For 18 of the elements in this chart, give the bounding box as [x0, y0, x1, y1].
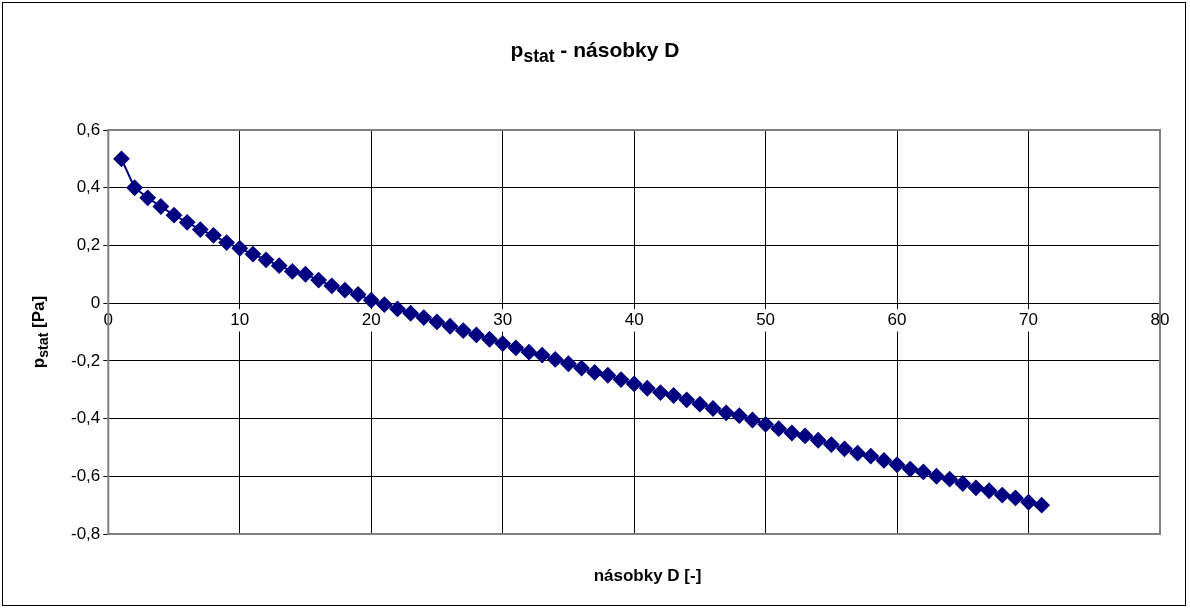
x-tick-label: 60	[887, 310, 907, 330]
x-tick-label: 50	[756, 310, 776, 330]
x-axis-title: násobky D [-]	[592, 566, 703, 586]
x-tick-label: 40	[624, 310, 644, 330]
y-tick-label: -0,8	[71, 523, 101, 543]
y-tick-label: 0,6	[76, 119, 101, 139]
x-tick-label: 70	[1019, 310, 1038, 330]
y-tick-label: 0,4	[76, 177, 101, 197]
y-tick-label: 0	[90, 292, 101, 312]
y-tick-label: 0,2	[76, 235, 101, 255]
x-tick-label: 10	[230, 310, 250, 330]
x-tick-label: 80	[1150, 310, 1170, 330]
x-tick-label: 30	[493, 310, 513, 330]
y-tick-label: -0,2	[71, 350, 101, 370]
y-tick-label: -0,4	[71, 408, 101, 428]
chart-title: p$_{stat}$ - násobky D	[509, 38, 681, 68]
x-tick-label: 20	[361, 310, 381, 330]
y-tick-label: -0,6	[71, 465, 101, 485]
